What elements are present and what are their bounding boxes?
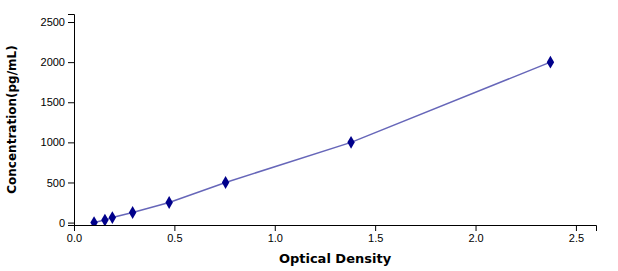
tick-mark (68, 142, 74, 143)
x-axis: 0.0 0.5 1.0 1.5 2.0 2.5 (67, 225, 597, 244)
tick: 1000 (41, 136, 74, 148)
tick: 2.0 (468, 225, 483, 244)
axis-line (75, 226, 597, 232)
tick-mark (576, 225, 577, 231)
tick-label: 1.5 (368, 232, 383, 244)
tick-mark (68, 22, 74, 23)
tick-mark (68, 182, 74, 183)
tick: 0.0 (67, 225, 82, 244)
y-axis-title: Concentration(pg/mL) (5, 45, 19, 193)
marks (90, 56, 554, 225)
tick-label: 0.0 (67, 232, 82, 244)
tick: 0.5 (167, 225, 182, 244)
tick-label: 2000 (41, 56, 65, 68)
point (109, 211, 116, 224)
tick-mark (476, 225, 477, 231)
tick-label: 2.5 (569, 232, 584, 244)
tick-mark (174, 225, 175, 231)
tick-mark (68, 223, 74, 224)
point (165, 196, 172, 209)
point (547, 56, 554, 69)
line (94, 62, 550, 222)
tick: 2.5 (569, 225, 584, 244)
point (101, 214, 108, 225)
tick-label: 2.0 (468, 232, 483, 244)
plot: 0.0 0.5 1.0 1.5 2.0 2.5 0 500 1000 1500 2000 2500 (41, 15, 597, 244)
tick-label: 2500 (41, 16, 65, 28)
tick-label: 1.0 (268, 232, 283, 244)
point (347, 136, 354, 149)
tick-mark (375, 225, 376, 231)
tick: 1.0 (268, 225, 283, 244)
tick: 1.5 (368, 225, 383, 244)
axis-line (68, 15, 75, 226)
tick-label: 0.5 (167, 232, 182, 244)
tick: 2000 (41, 56, 74, 68)
tick-label: 1500 (41, 96, 65, 108)
tick-label: 1000 (41, 136, 65, 148)
chart: 0.0 0.5 1.0 1.5 2.0 2.5 0 500 1000 1500 2000 2500 Op… (0, 0, 618, 271)
tick: 500 (47, 176, 74, 188)
point (90, 216, 97, 225)
point (222, 176, 229, 189)
y-axis: 0 500 1000 1500 2000 2500 (41, 15, 75, 229)
tick-label: 0 (59, 217, 65, 229)
tick-mark (68, 102, 74, 103)
tick-mark (275, 225, 276, 231)
tick: 2500 (41, 16, 74, 28)
tick-label: 500 (47, 176, 65, 188)
tick: 0 (59, 217, 74, 229)
tick: 1500 (41, 96, 74, 108)
tick-mark (68, 62, 74, 63)
x-axis-title: Optical Density (279, 251, 392, 266)
point (129, 206, 136, 219)
